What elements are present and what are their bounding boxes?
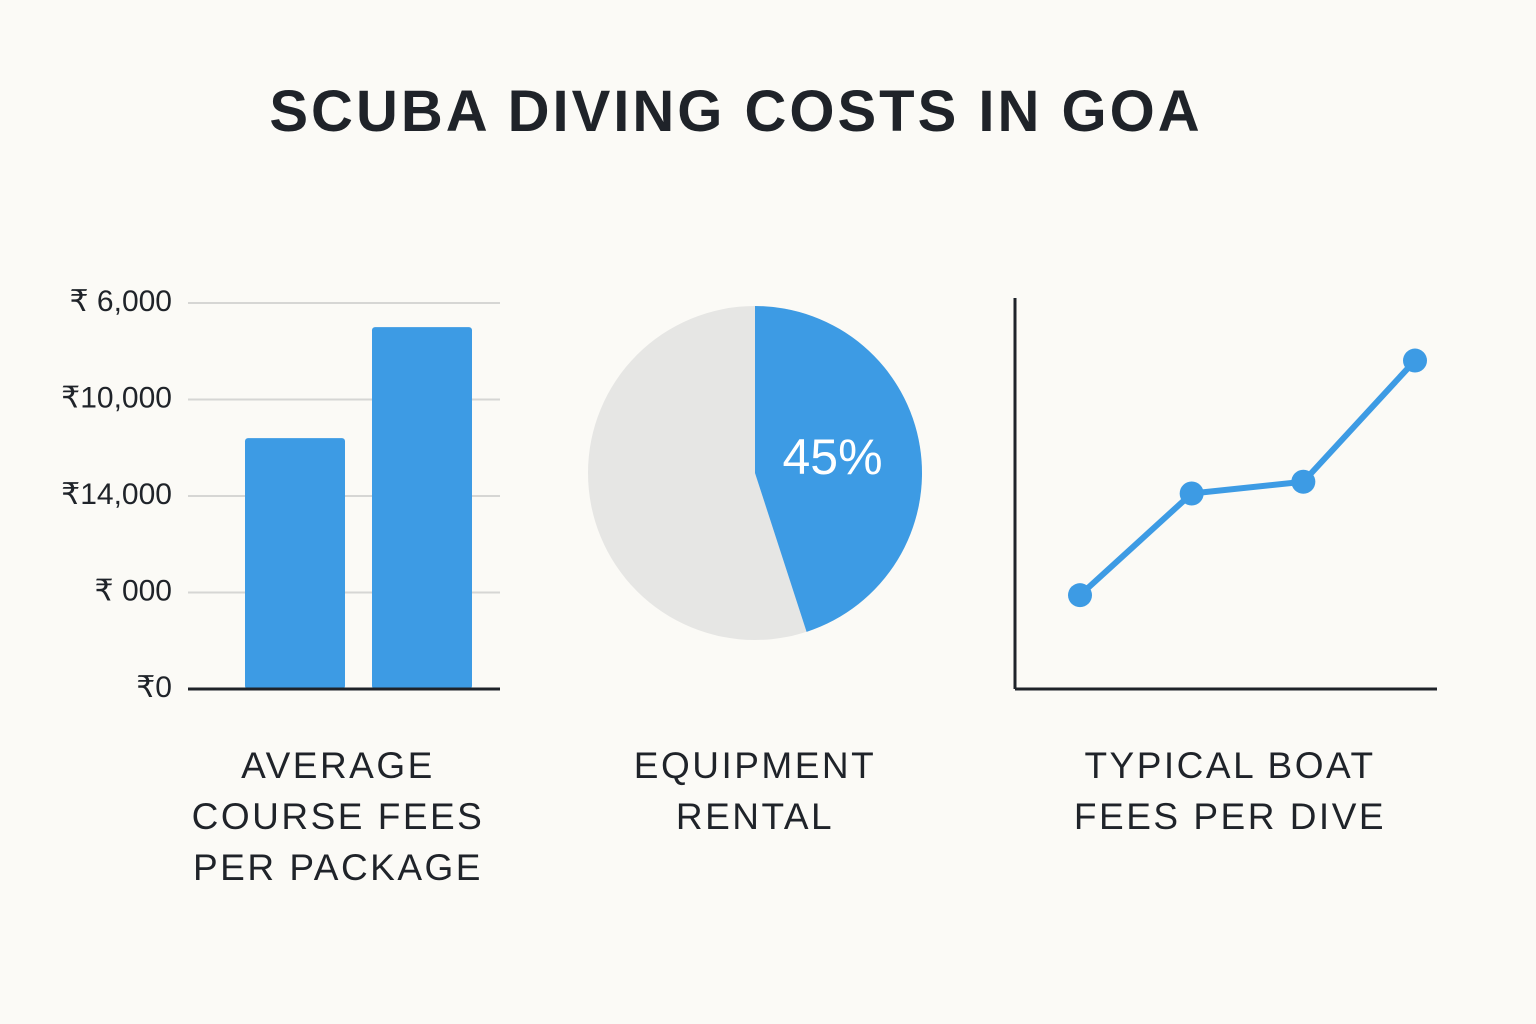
y-tick-label: ₹0 <box>136 671 172 704</box>
bar <box>372 327 472 689</box>
y-tick-label: ₹ 6,000 <box>70 285 173 318</box>
bar <box>245 438 345 689</box>
point <box>1291 469 1316 494</box>
y-tick-label: ₹ 000 <box>95 574 172 607</box>
chart-title: EQUIPMENT RENTAL <box>633 745 877 837</box>
pie-slice <box>755 306 923 632</box>
page-title: SCUBA DIVING COSTS IN GOA <box>269 79 1203 144</box>
point <box>1179 481 1204 506</box>
line <box>1077 358 1418 598</box>
point <box>1403 348 1427 373</box>
data-label: 45% <box>782 429 882 485</box>
chart-title: TYPICAL BOAT FEES PER DIVE <box>1073 745 1387 837</box>
chart-title: AVERAGE COURSE FEES PER PACKAGE <box>191 745 485 888</box>
point <box>1068 583 1092 608</box>
y-tick-label: ₹14,000 <box>61 478 172 511</box>
y-tick-label: ₹10,000 <box>61 381 172 414</box>
